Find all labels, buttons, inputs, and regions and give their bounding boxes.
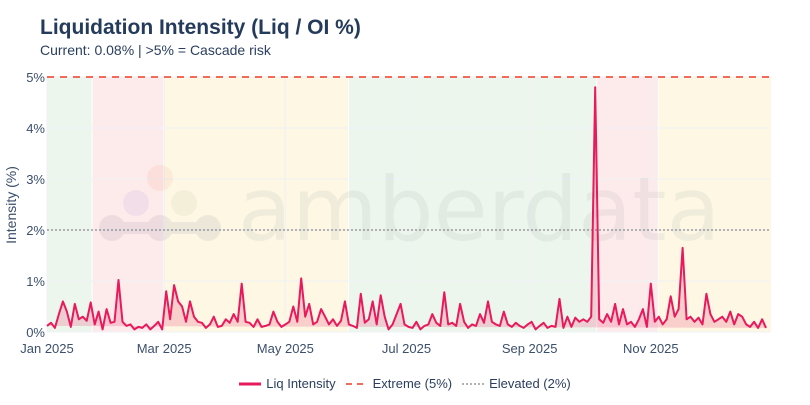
solid-line-icon	[239, 382, 262, 385]
x-tick-label: May 2025	[257, 341, 314, 356]
y-axis-title: Intensity (%)	[3, 166, 19, 244]
y-tick-label: 1%	[26, 274, 45, 289]
legend: Liq Intensity Extreme (5%) Elevated (2%)	[0, 376, 810, 391]
watermark-text: amberdata	[238, 158, 721, 261]
legend-item-extreme[interactable]: Extreme (5%)	[345, 376, 453, 391]
regime-band-red	[597, 77, 658, 332]
chart-canvas: amberdata 0% 1% 2% 3% 4% 5% Jan 2025 Mar 2025 M…	[3, 70, 771, 356]
legend-item-liq-intensity[interactable]: Liq Intensity	[239, 376, 336, 391]
y-axis-ticks: 0% 1% 2% 3% 4% 5%	[26, 70, 45, 340]
y-tick-label: 2%	[26, 223, 45, 238]
y-tick-label: 0%	[26, 325, 45, 340]
regime-band-yellow	[658, 77, 771, 332]
x-axis-ticks: Jan 2025 Mar 2025 May 2025 Jul 2025 Sep 2025…	[20, 341, 678, 356]
regime-band-green	[348, 77, 597, 332]
y-tick-label: 5%	[26, 70, 45, 85]
regime-band-green	[47, 77, 92, 332]
y-tick-label: 4%	[26, 121, 45, 136]
watermark: amberdata	[99, 158, 721, 261]
gridlines	[46, 76, 770, 333]
x-tick-label: Jan 2025	[20, 341, 74, 356]
x-tick-label: Mar 2025	[137, 341, 192, 356]
x-tick-label: Nov 2025	[623, 341, 679, 356]
dashed-line-icon	[345, 382, 368, 385]
dotted-line-icon	[462, 382, 485, 385]
x-tick-label: Sep 2025	[502, 341, 558, 356]
regime-band-yellow	[164, 77, 348, 332]
regime-band-red	[92, 77, 164, 332]
liq-intensity-line	[46, 86, 767, 331]
legend-label: Liq Intensity	[266, 376, 336, 391]
y-tick-label: 3%	[26, 172, 45, 187]
regime-bands	[47, 77, 771, 332]
liq-intensity-area	[47, 87, 766, 330]
legend-label: Extreme (5%)	[372, 376, 453, 391]
chart-title: Liquidation Intensity (Liq / OI %)	[40, 16, 361, 39]
x-tick-label: Jul 2025	[382, 341, 431, 356]
legend-label: Elevated (2%)	[489, 376, 571, 391]
chart-subtitle: Current: 0.08% | >5% = Cascade risk	[40, 42, 271, 58]
reference-lines	[47, 76, 770, 231]
legend-item-elevated[interactable]: Elevated (2%)	[462, 376, 571, 391]
